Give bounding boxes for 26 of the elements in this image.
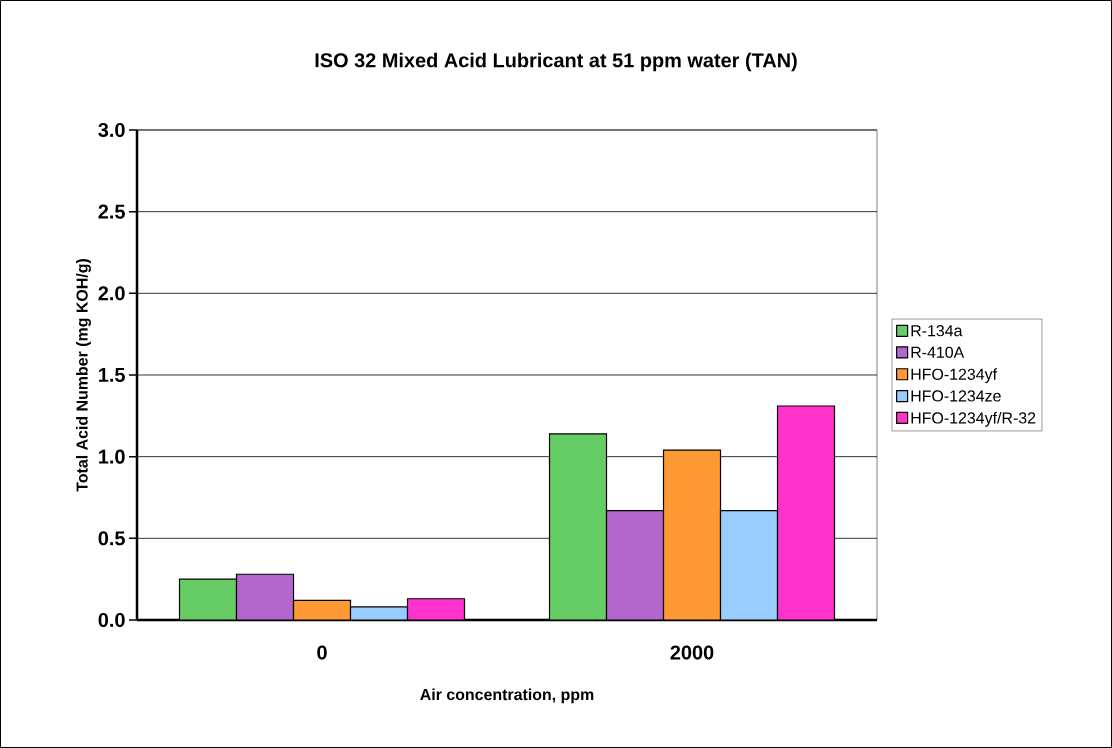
x-tick-label: 0 xyxy=(317,645,327,660)
bar xyxy=(548,433,608,620)
bar xyxy=(178,578,238,620)
bar xyxy=(776,405,836,620)
bar xyxy=(719,509,779,620)
y-tick-label: 3.0 xyxy=(98,122,125,138)
bar xyxy=(605,509,665,620)
bar xyxy=(235,573,295,620)
x-axis-title: Air concentration, ppm xyxy=(420,688,594,704)
y-tick-label: 1.0 xyxy=(99,449,125,464)
y-tick-label: 0.5 xyxy=(98,531,125,546)
x-tick-label: 2000 xyxy=(670,645,714,660)
chart-title: ISO 32 Mixed Acid Lubricant at 51 ppm water (TAN) xyxy=(315,52,797,72)
y-tick-label: 2.5 xyxy=(98,204,125,219)
bar xyxy=(292,599,352,620)
y-axis-title: Total Acid Number (mg KOH/g) xyxy=(76,259,91,492)
legend-label: HFO-1234yf xyxy=(911,368,998,384)
y-tick-label: 2.0 xyxy=(98,286,125,301)
bar xyxy=(406,598,466,620)
legend-label: HFO-1234yf/R-32 xyxy=(911,411,1036,427)
legend-label: R-134a xyxy=(911,325,963,337)
y-tick-label: 0.0 xyxy=(98,612,125,628)
bar xyxy=(662,449,722,620)
y-tick-label: 1.5 xyxy=(99,368,125,382)
legend-label: R-410A xyxy=(911,346,965,358)
legend-label: HFO-1234ze xyxy=(911,390,1001,402)
